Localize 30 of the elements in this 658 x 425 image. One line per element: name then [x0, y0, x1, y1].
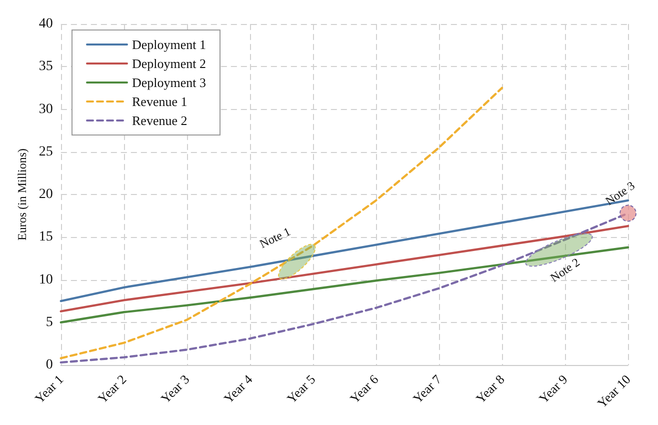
y-axis-title: Euros (in Millions) [15, 148, 29, 240]
legend-label: Revenue 2 [132, 113, 188, 128]
x-tick-label: Year 9 [536, 372, 570, 406]
annotation: Note 1 [257, 224, 293, 251]
y-tick-label: 15 [38, 230, 53, 245]
line-series [60, 246, 630, 324]
x-tick-label: Year 5 [284, 372, 318, 406]
y-tick-label: 0 [46, 358, 53, 372]
x-tick-label: Year 3 [158, 372, 192, 406]
x-tick-label: Year 8 [472, 372, 508, 406]
x-tick-label: Year 2 [94, 372, 130, 406]
y-tick-label: 10 [38, 272, 53, 288]
y-tick-label: 20 [38, 187, 53, 202]
legend-label: Revenue 1 [132, 94, 188, 109]
x-tick-label: Year 7 [410, 371, 445, 406]
x-tick-label: Year 1 [32, 372, 66, 406]
legend-label: Deployment 3 [132, 75, 206, 90]
line-series [60, 224, 630, 312]
annotation: Note 3 [602, 178, 638, 208]
y-tick-label: 25 [38, 144, 53, 160]
y-tick-label: 35 [38, 59, 53, 74]
legend-label: Deployment 1 [132, 37, 206, 52]
legend-label: Deployment 2 [132, 56, 206, 71]
y-tick-label: 5 [46, 314, 53, 330]
x-tick-label: Year 10 [594, 372, 634, 411]
x-tick-label: Year 4 [220, 371, 256, 406]
y-tick-label: 30 [38, 102, 53, 117]
x-tick-label: Year 6 [346, 371, 382, 406]
annotation: Note 2 [548, 255, 582, 285]
y-tick-label: 40 [38, 16, 53, 32]
